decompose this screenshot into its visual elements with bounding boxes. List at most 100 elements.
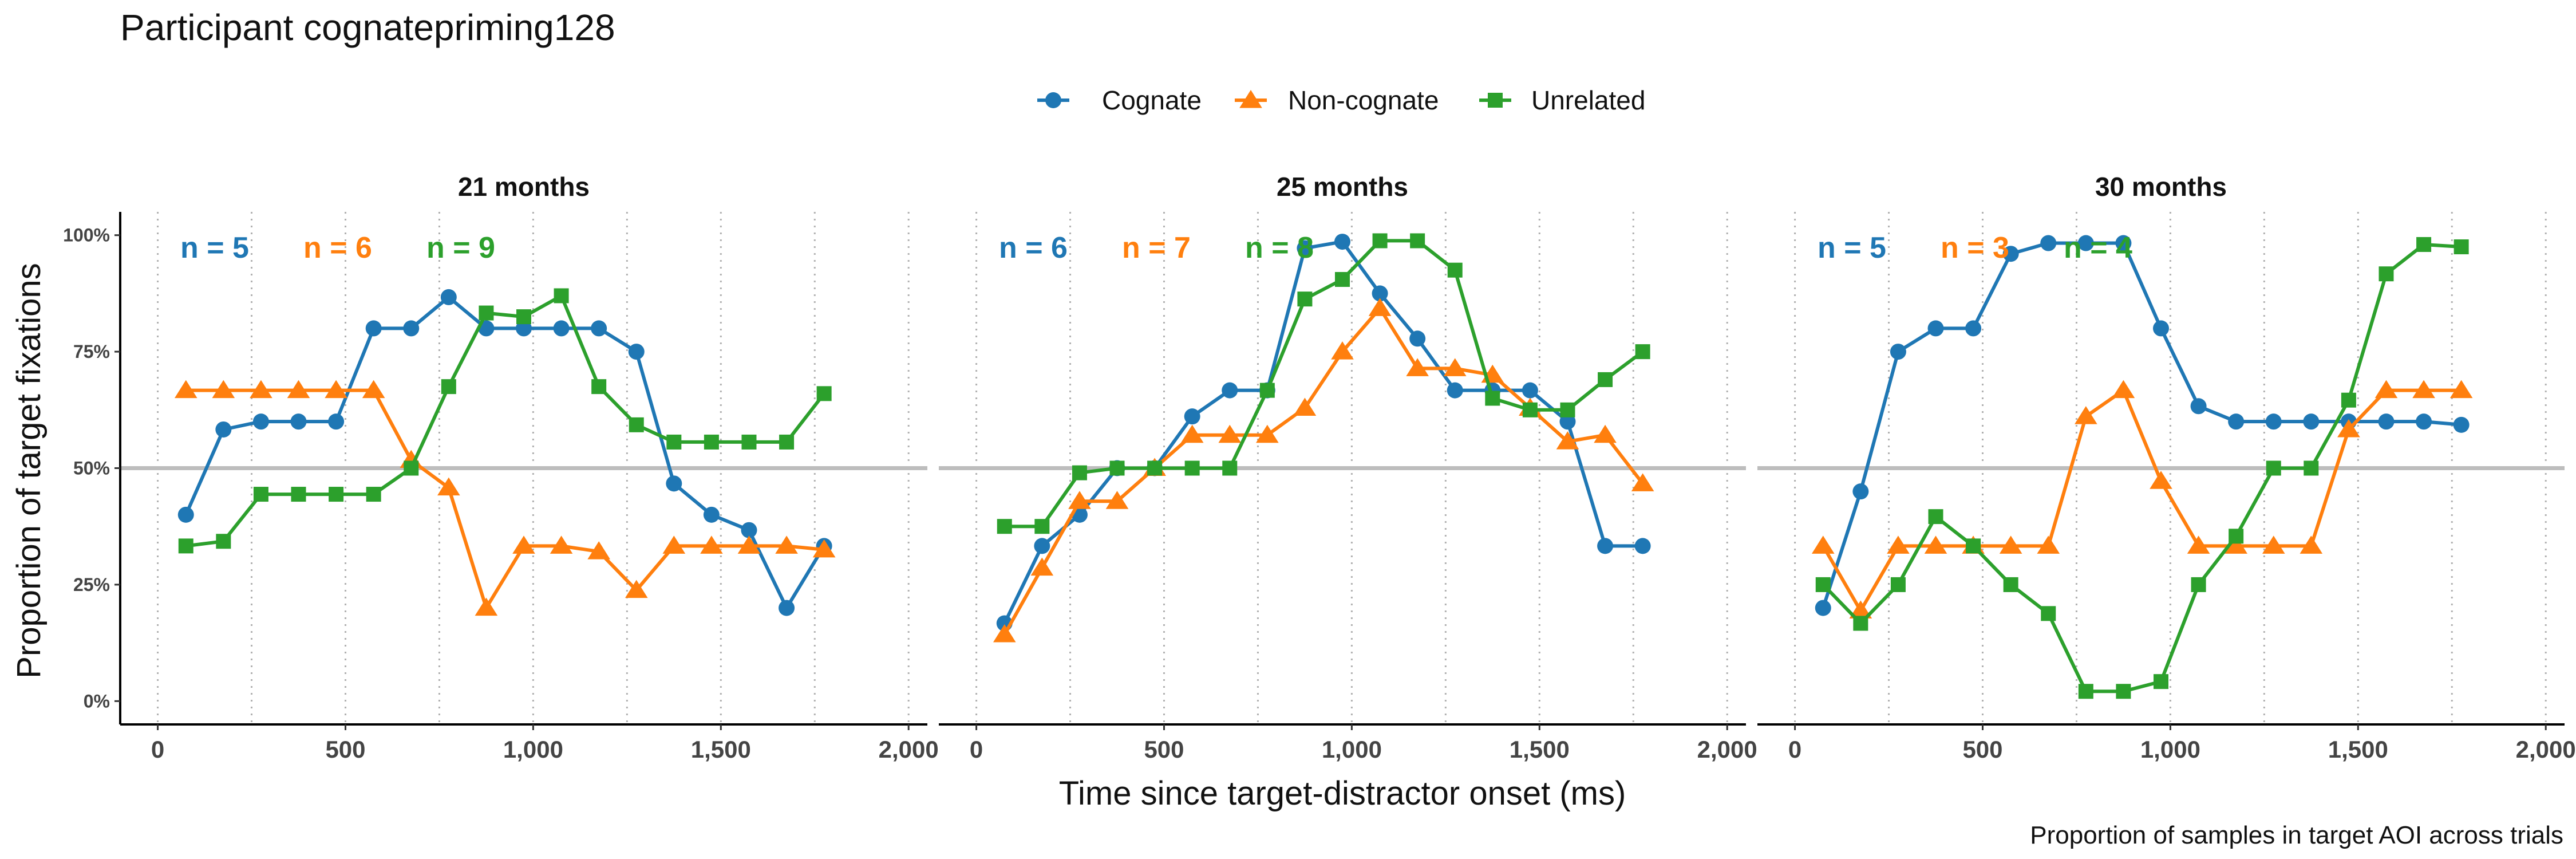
x-tick-label: 2,000 — [2516, 736, 2576, 763]
data-point — [2003, 577, 2018, 592]
x-tick-label: 0 — [1788, 736, 1801, 763]
data-point — [2337, 419, 2360, 438]
data-point — [253, 487, 268, 502]
data-point — [662, 535, 686, 554]
data-point — [291, 487, 306, 502]
grid-lines — [1794, 212, 2547, 724]
data-point — [1105, 491, 1129, 509]
panel-title: 21 months — [458, 172, 590, 202]
data-point — [2075, 406, 2097, 424]
data-point — [178, 538, 193, 554]
series-non-cognate — [174, 380, 836, 616]
panel-title: 30 months — [2095, 172, 2227, 202]
x-tick-label: 1,500 — [691, 736, 751, 763]
data-point — [329, 487, 344, 502]
data-point — [1485, 391, 1500, 406]
x-tick-label: 1,500 — [2328, 736, 2388, 763]
data-point — [779, 434, 795, 450]
data-point — [215, 421, 232, 438]
data-point — [1072, 465, 1087, 480]
data-point — [703, 506, 720, 523]
data-point — [1965, 320, 1982, 337]
data-point — [1815, 600, 1831, 616]
data-point — [779, 600, 795, 616]
x-tick-label: 1,000 — [2140, 736, 2200, 763]
data-point — [1218, 424, 1242, 443]
data-point — [1635, 344, 1650, 360]
data-point — [1147, 460, 1163, 476]
n-label-non-cognate: n = 7 — [1122, 231, 1191, 265]
data-point — [2040, 235, 2057, 251]
data-point — [1890, 577, 1906, 592]
data-point — [1811, 535, 1835, 554]
x-tick-label: 500 — [1962, 736, 2002, 763]
data-point — [2412, 380, 2435, 399]
data-point — [1853, 616, 1868, 631]
data-point — [2190, 398, 2207, 415]
data-point — [287, 380, 310, 399]
data-point — [997, 519, 1012, 534]
data-point — [475, 597, 498, 616]
data-point — [2265, 413, 2282, 430]
series-unrelated — [997, 233, 1650, 534]
data-point — [1560, 402, 1575, 417]
data-point — [1966, 538, 1981, 554]
data-point — [212, 380, 235, 399]
series-line — [1004, 239, 1644, 529]
x-axis-title: Time since target-distractor onset (ms) — [1059, 775, 1626, 812]
data-point — [441, 379, 456, 395]
y-tick-label: 25% — [73, 574, 110, 595]
n-label-cognate: n = 6 — [999, 231, 1068, 265]
data-point — [1068, 491, 1091, 509]
panel-title: 25 months — [1277, 172, 1408, 202]
data-point — [479, 305, 494, 321]
data-point — [1368, 298, 1392, 316]
data-point — [1297, 240, 1313, 257]
data-point — [2300, 535, 2323, 554]
data-point — [1184, 460, 1200, 476]
data-point — [1559, 413, 1576, 430]
data-point — [2374, 380, 2398, 399]
data-point — [2378, 413, 2395, 430]
data-point — [1598, 372, 1613, 387]
data-point — [2304, 460, 2319, 476]
data-point — [1331, 341, 1354, 360]
data-point — [1887, 535, 1910, 554]
data-point — [704, 434, 719, 450]
legend-item-cognate: Cognate — [1037, 85, 1202, 115]
data-point — [1634, 538, 1651, 554]
x-tick-label: 500 — [325, 736, 365, 763]
y-axis-title: Proportion of target fixations — [10, 263, 48, 678]
data-point — [629, 417, 644, 432]
data-point — [2041, 606, 2056, 621]
x-tick-label: 1,000 — [503, 736, 563, 763]
data-point — [440, 289, 457, 305]
legend-key-marker — [1488, 93, 1503, 108]
data-point — [2453, 239, 2469, 255]
data-point — [1180, 424, 1204, 443]
series-cognate — [177, 289, 832, 616]
data-point — [404, 460, 419, 476]
x-tick-label: 2,000 — [1697, 736, 1757, 763]
legend-label: Unrelated — [1531, 85, 1645, 115]
data-point — [2077, 235, 2094, 251]
x-tick-label: 2,000 — [879, 736, 939, 763]
legend-key-marker — [1045, 92, 1061, 108]
data-point — [1184, 408, 1200, 425]
data-point — [290, 413, 307, 430]
data-point — [1030, 557, 1054, 576]
data-point — [816, 386, 832, 401]
legend-label: Non-cognate — [1288, 85, 1439, 115]
series-unrelated — [1815, 237, 2469, 699]
data-point — [741, 522, 757, 538]
data-point — [1631, 473, 1654, 491]
data-point — [1293, 397, 1317, 416]
data-point — [403, 320, 420, 337]
data-point — [1222, 382, 1238, 399]
data-point — [587, 541, 610, 559]
n-label-unrelated: n = 9 — [426, 231, 495, 265]
legend: Cognate Non-cognate Unrelated — [1037, 85, 1645, 115]
data-point — [1522, 402, 1538, 417]
data-point — [775, 535, 798, 554]
